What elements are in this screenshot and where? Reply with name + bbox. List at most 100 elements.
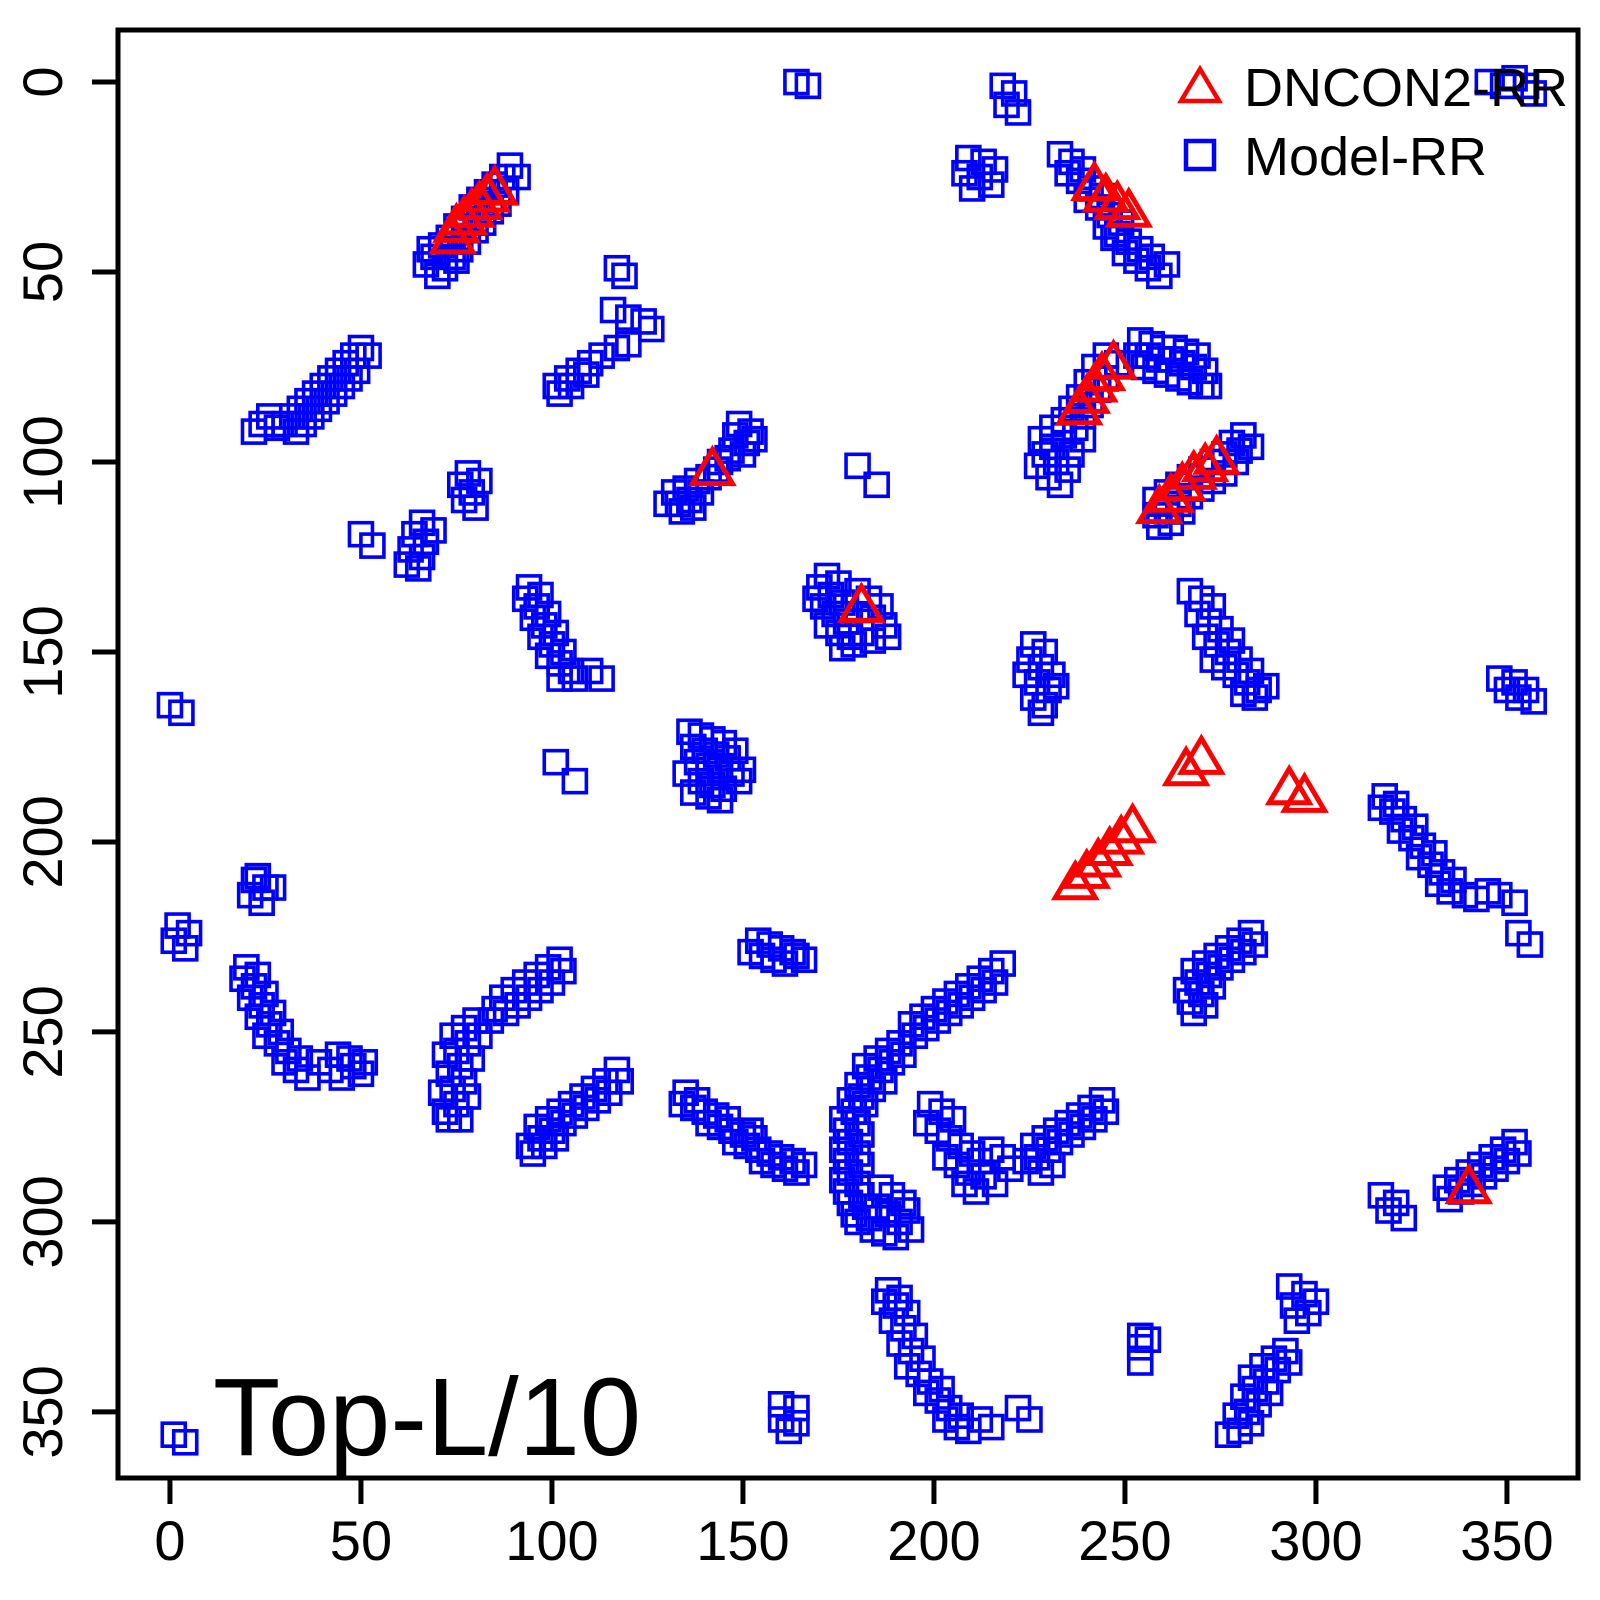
x-tick-label: 50 (330, 1509, 392, 1572)
model-rr-point (431, 1098, 459, 1126)
x-tick-label: 100 (505, 1509, 598, 1572)
model-rr-point (588, 342, 615, 369)
model-rr-point (1199, 973, 1227, 1000)
model-rr-point (874, 623, 902, 651)
model-rr-point (958, 175, 986, 202)
model-rr-point (981, 156, 1009, 183)
model-rr-point (347, 334, 375, 362)
model-rr-point (435, 1106, 463, 1133)
dncon2-rr-point (1161, 744, 1211, 787)
model-rr-point (1222, 1402, 1250, 1429)
model-rr-point (561, 665, 589, 692)
model-rr-point (737, 1117, 764, 1145)
dncon2-rr-point (1192, 433, 1242, 475)
model-rr-point (515, 1132, 543, 1160)
model-rr-point (282, 418, 310, 445)
model-rr-point (1126, 1349, 1154, 1376)
legend-square-icon (1183, 138, 1217, 172)
model-rr-point (882, 1223, 910, 1251)
model-rr-point (653, 490, 680, 518)
dncon2-rr-points (428, 159, 1494, 1205)
model-rr-point (977, 1413, 1005, 1441)
model-rr-point (546, 665, 573, 692)
dncon2-rr-point (1092, 178, 1142, 221)
model-rr-point (1130, 353, 1158, 381)
model-rr-point (1054, 456, 1081, 483)
model-rr-point (255, 403, 283, 430)
legend: DNCON2-RR Model-RR (1177, 58, 1568, 187)
model-rr-point (1218, 627, 1246, 654)
model-rr-point (168, 699, 195, 727)
model-rr-point (775, 1417, 803, 1445)
y-tick-label: 100 (11, 415, 74, 508)
model-rr-point (1501, 889, 1528, 917)
model-rr-point (439, 1022, 466, 1050)
model-rr-point (404, 555, 432, 582)
annotation-top-l10: Top-L/10 (213, 1356, 641, 1479)
model-rr-point (1275, 1273, 1303, 1300)
model-rr-point (435, 1060, 463, 1088)
model-rr-point (1195, 372, 1223, 400)
dncon2-rr-point (1104, 186, 1154, 228)
model-rr-point (1126, 1333, 1154, 1361)
x-tick-label: 300 (1269, 1509, 1362, 1572)
model-rr-point (962, 1178, 990, 1205)
model-rr-point (244, 862, 272, 890)
model-rr-point (737, 938, 764, 966)
model-rr-point (573, 361, 600, 388)
model-rr-point (351, 1049, 379, 1076)
model-rr-point (336, 365, 363, 392)
model-rr-point (1023, 452, 1051, 480)
model-rr-point (794, 72, 822, 100)
model-rr-point (802, 585, 829, 613)
dncon2-rr-point (1176, 733, 1226, 775)
model-rr-point (313, 387, 340, 415)
y-tick-label: 150 (11, 605, 74, 698)
model-rr-point (175, 919, 203, 947)
dncon2-rr-point (836, 581, 886, 623)
model-rr-point (783, 1409, 810, 1437)
dncon2-rr-point (1081, 171, 1131, 213)
model-rr-point (951, 159, 978, 187)
model-rr-point (1279, 1292, 1307, 1319)
model-rr-point (977, 171, 1005, 198)
model-rr-point (615, 330, 642, 358)
model-rr-point (297, 403, 325, 430)
model-rr-point (443, 247, 470, 274)
y-tick-label: 0 (11, 66, 74, 97)
plot-border (115, 27, 1581, 1481)
model-rr-point (412, 528, 440, 556)
model-rr-point (706, 786, 734, 814)
model-rr-point (729, 756, 757, 784)
model-rr-point (1230, 1383, 1257, 1410)
model-rr-point (1375, 1197, 1402, 1224)
y-tick-label: 300 (11, 1175, 74, 1268)
dncon2-rr-point (428, 212, 478, 255)
dncon2-rr-point (1180, 440, 1230, 483)
model-rr-point (1146, 513, 1173, 540)
model-rr-point (1012, 661, 1039, 689)
model-rr-point (790, 946, 818, 974)
x-tick-label: 0 (154, 1509, 185, 1572)
model-rr-point (1520, 688, 1547, 715)
model-rr-point (328, 372, 356, 400)
model-rr-point (561, 767, 589, 795)
dncon2-rr-point (462, 171, 512, 213)
model-rr-point (542, 748, 570, 776)
model-rr-point (320, 380, 348, 407)
model-rr-point (458, 479, 486, 506)
dncon2-rr-point (1444, 1162, 1494, 1205)
model-rr-point (1153, 251, 1181, 278)
model-rr-point (1367, 1182, 1395, 1209)
model-rr-point (1237, 657, 1265, 685)
model-rr-point (748, 1147, 776, 1175)
model-rr-point (1520, 80, 1547, 107)
model-rr-point (305, 395, 333, 423)
model-rr-point (1486, 881, 1513, 909)
model-rr-point (844, 452, 871, 480)
dncon2-rr-point (1050, 858, 1100, 901)
y-tick-label: 50 (11, 241, 74, 303)
model-rr-point (519, 1140, 547, 1167)
model-rr-point (240, 418, 268, 445)
